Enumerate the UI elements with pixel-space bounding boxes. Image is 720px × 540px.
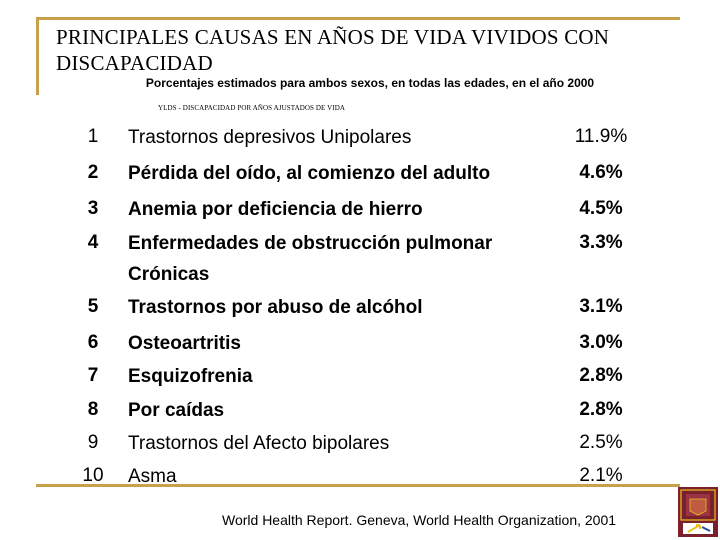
table-row: 3 Anemia por deficiencia de hierro 4.5% bbox=[0, 194, 720, 224]
rank-number: 3 bbox=[87, 198, 99, 219]
rank-number: 5 bbox=[87, 296, 99, 317]
table-row: 5 Trastornos por abuso de alcóhol 3.1% bbox=[0, 292, 720, 322]
cause-name: Trastornos depresivos Unipolares bbox=[128, 127, 412, 148]
cause-name: Asma bbox=[128, 466, 177, 487]
cause-name: Osteoartritis bbox=[128, 333, 241, 354]
rank-number: 6 bbox=[87, 332, 99, 353]
table-row: 8 Por caídas 2.8% bbox=[0, 395, 720, 425]
rank-number: 9 bbox=[87, 432, 99, 453]
cause-name: Trastornos del Afecto bipolares bbox=[128, 433, 390, 454]
table-row: 4 Enfermedades de obstrucción pulmonar C… bbox=[0, 228, 720, 288]
table-row: 7 Esquizofrenia 2.8% bbox=[0, 361, 720, 391]
frame-left-line bbox=[36, 17, 39, 95]
percentage-value: 4.6% bbox=[579, 162, 623, 183]
frame-bottom-line bbox=[36, 484, 680, 487]
table-row: 9 Trastornos del Afecto bipolares 2.5% bbox=[0, 428, 720, 458]
table-row: 2 Pérdida del oído, al comienzo del adul… bbox=[0, 158, 720, 188]
slide-title: PRINCIPALES CAUSAS EN AÑOS DE VIDA VIVID… bbox=[56, 25, 610, 75]
rank-number: 8 bbox=[87, 399, 99, 420]
cause-name: Pérdida del oído, al comienzo del adulto bbox=[128, 163, 491, 184]
table-row: 1 Trastornos depresivos Unipolares 11.9% bbox=[0, 122, 720, 152]
cause-name: Esquizofrenia bbox=[128, 366, 253, 387]
percentage-value: 2.8% bbox=[579, 399, 623, 420]
cause-name: Trastornos por abuso de alcóhol bbox=[128, 297, 423, 318]
rank-number: 1 bbox=[87, 126, 99, 147]
rank-number: 2 bbox=[87, 162, 99, 183]
source-credit: World Health Report. Geneva, World Healt… bbox=[222, 512, 617, 528]
frame-top-line bbox=[36, 17, 680, 20]
rank-number: 7 bbox=[87, 365, 99, 386]
institution-logo-icon bbox=[678, 487, 718, 537]
percentage-value: 3.3% bbox=[579, 232, 623, 253]
rank-number: 4 bbox=[87, 232, 99, 253]
percentage-value: 3.1% bbox=[579, 296, 623, 317]
rank-number: 10 bbox=[82, 465, 104, 486]
cause-name: Por caídas bbox=[128, 400, 225, 421]
ylds-note: YLDS - DISCAPACIDAD POR AÑOS AJUSTADOS D… bbox=[158, 104, 346, 112]
percentage-value: 2.5% bbox=[579, 432, 623, 453]
cause-name: Enfermedades de obstrucción pulmonar Cró… bbox=[128, 233, 493, 285]
percentage-value: 2.1% bbox=[579, 465, 623, 486]
percentage-value: 11.9% bbox=[574, 126, 628, 147]
table-row: 10 Asma 2.1% bbox=[0, 461, 720, 491]
percentage-value: 3.0% bbox=[579, 332, 623, 353]
cause-name: Anemia por deficiencia de hierro bbox=[128, 199, 423, 220]
table-row: 6 Osteoartritis 3.0% bbox=[0, 328, 720, 358]
percentage-value: 4.5% bbox=[579, 198, 623, 219]
percentage-value: 2.8% bbox=[579, 365, 623, 386]
slide-subtitle: Porcentajes estimados para ambos sexos, … bbox=[145, 76, 595, 90]
